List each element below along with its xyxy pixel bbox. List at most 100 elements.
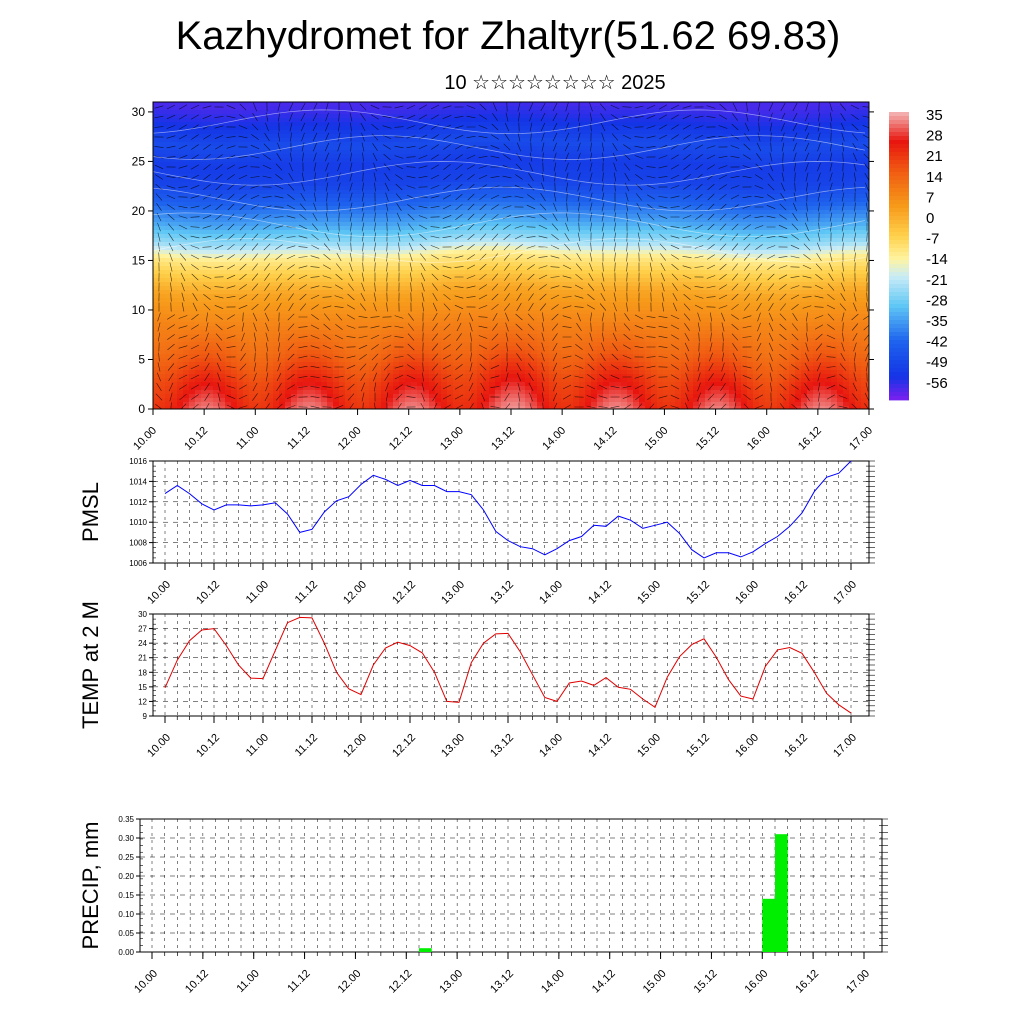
temp-x-tick-label: 12.12 bbox=[390, 732, 418, 760]
colorbar: 35 28 21 14 7 0 -7 -14 -21 -28 -35 -42 -49 -56 bbox=[889, 107, 948, 401]
precip-x-tick-label: 13.00 bbox=[437, 968, 465, 996]
pmsl-ylabel: PMSL bbox=[78, 482, 103, 542]
colorbar-cell bbox=[889, 324, 909, 329]
pmsl-series-line bbox=[164, 460, 852, 559]
x-tick-label: 14.12 bbox=[591, 425, 619, 453]
colorbar-cell bbox=[889, 244, 909, 249]
pmsl-x-tick-label: 16.00 bbox=[733, 579, 761, 607]
colorbar-cell bbox=[889, 216, 909, 221]
precip-x-tick-label: 10.12 bbox=[183, 968, 211, 996]
colorbar-cell bbox=[889, 188, 909, 193]
temp-x-tick-label: 15.00 bbox=[635, 732, 663, 760]
pmsl-y-tick-label: 1016 bbox=[129, 457, 147, 466]
precip-x-tick-label: 15.00 bbox=[641, 968, 669, 996]
pmsl-x-tick-label: 15.00 bbox=[635, 579, 663, 607]
precip-x-tick-label: 12.12 bbox=[386, 968, 414, 996]
colorbar-cell bbox=[889, 356, 909, 361]
temp-ylabel: TEMP at 2 M bbox=[78, 601, 103, 729]
pmsl-y-tick-label: 1010 bbox=[129, 518, 147, 527]
temp-x-tick-label: 14.00 bbox=[537, 732, 565, 760]
colorbar-cell bbox=[889, 180, 909, 185]
temp-y-tick-label: 9 bbox=[143, 712, 148, 721]
precip-y-tick-label: 0.05 bbox=[118, 929, 134, 938]
colorbar-cell bbox=[889, 132, 909, 137]
colorbar-label: -56 bbox=[926, 375, 948, 392]
temp-y-tick-label: 24 bbox=[138, 639, 147, 648]
colorbar-cell bbox=[889, 364, 909, 369]
colorbar-label: -7 bbox=[926, 231, 939, 248]
colorbar-cell bbox=[889, 208, 909, 213]
temp-x-tick-label: 15.12 bbox=[684, 732, 712, 760]
x-tick-label: 10.12 bbox=[182, 425, 210, 453]
colorbar-label: -42 bbox=[926, 334, 948, 351]
pmsl-x-tick-label: 15.12 bbox=[684, 579, 712, 607]
temp-y-tick-label: 18 bbox=[138, 668, 147, 677]
colorbar-cell bbox=[889, 196, 909, 201]
x-tick-label: 15.12 bbox=[694, 425, 722, 453]
precip-x-tick-label: 12.00 bbox=[336, 968, 364, 996]
precip-bar bbox=[775, 834, 788, 952]
x-tick-label: 10.00 bbox=[131, 425, 159, 453]
precip-y-tick-label: 0.00 bbox=[118, 948, 134, 957]
colorbar-cell bbox=[889, 152, 909, 157]
colorbar-cell bbox=[889, 296, 909, 301]
x-tick-label: 14.00 bbox=[540, 425, 568, 453]
colorbar-cell bbox=[889, 292, 909, 297]
colorbar-cell bbox=[889, 160, 909, 165]
colorbar-cell bbox=[889, 288, 909, 293]
date-subtitle: 10 ☆☆☆☆☆☆☆☆ 2025 bbox=[444, 72, 666, 94]
temp-y-tick-label: 30 bbox=[138, 610, 147, 619]
pmsl-x-tick-label: 10.00 bbox=[145, 579, 173, 607]
colorbar-cell bbox=[889, 116, 909, 121]
colorbar-label: 0 bbox=[926, 210, 934, 227]
precip-x-tick-label: 16.00 bbox=[742, 968, 770, 996]
pmsl-frame bbox=[152, 460, 870, 564]
pmsl-x-tick-label: 13.12 bbox=[488, 579, 516, 607]
precip-y-tick-label: 0.35 bbox=[118, 815, 134, 824]
colorbar-cell bbox=[889, 304, 909, 309]
colorbar-cell bbox=[889, 184, 909, 189]
colorbar-cell bbox=[889, 284, 909, 289]
pmsl-x-tick-label: 13.00 bbox=[439, 579, 467, 607]
cross-section-heatmap bbox=[153, 102, 869, 409]
colorbar-cell bbox=[889, 236, 909, 241]
colorbar-cell bbox=[889, 136, 909, 141]
colorbar-cell bbox=[889, 388, 909, 393]
precip-y-tick-label: 0.10 bbox=[118, 910, 134, 919]
colorbar-label: 7 bbox=[926, 189, 934, 206]
colorbar-cell bbox=[889, 312, 909, 317]
colorbar-label: -35 bbox=[926, 313, 948, 330]
x-tick-label: 16.00 bbox=[745, 425, 773, 453]
wind-vector-field bbox=[153, 102, 869, 409]
colorbar-cell bbox=[889, 212, 909, 217]
precip-x-tick-label: 11.12 bbox=[285, 968, 312, 995]
colorbar-cell bbox=[889, 128, 909, 133]
pmsl-y-tick-label: 1006 bbox=[129, 559, 147, 568]
x-tick-label: 12.12 bbox=[387, 425, 415, 453]
colorbar-cell bbox=[889, 308, 909, 313]
x-tick-label: 15.00 bbox=[643, 425, 671, 453]
pmsl-y-tick-label: 1014 bbox=[129, 477, 147, 486]
colorbar-cell bbox=[889, 272, 909, 277]
pmsl-x-tick-label: 14.00 bbox=[537, 579, 565, 607]
pmsl-y-tick-label: 1008 bbox=[129, 539, 147, 548]
pmsl-y-tick-label: 1012 bbox=[129, 498, 147, 507]
colorbar-cell bbox=[889, 228, 909, 233]
precip-x-tick-label: 14.00 bbox=[539, 968, 567, 996]
temp-series-line bbox=[164, 616, 852, 714]
pmsl-x-tick-label: 11.00 bbox=[244, 579, 271, 606]
temp-x-tick-label: 17.00 bbox=[831, 732, 859, 760]
precip-x-tick-label: 17.00 bbox=[844, 968, 872, 996]
colorbar-cell bbox=[889, 268, 909, 273]
colorbar-cell bbox=[889, 192, 909, 197]
temp-x-tick-label: 13.00 bbox=[439, 732, 467, 760]
colorbar-label: 14 bbox=[926, 169, 943, 186]
temp-x-tick-label: 13.12 bbox=[488, 732, 516, 760]
colorbar-cell bbox=[889, 252, 909, 257]
pmsl-x-tick-label: 14.12 bbox=[586, 579, 614, 607]
temp-x-tick-label: 10.00 bbox=[145, 732, 173, 760]
precip-x-tick-label: 13.12 bbox=[488, 968, 516, 996]
colorbar-label: -28 bbox=[926, 292, 948, 309]
y-tick-label: 10 bbox=[132, 303, 146, 317]
colorbar-cell bbox=[889, 112, 909, 117]
